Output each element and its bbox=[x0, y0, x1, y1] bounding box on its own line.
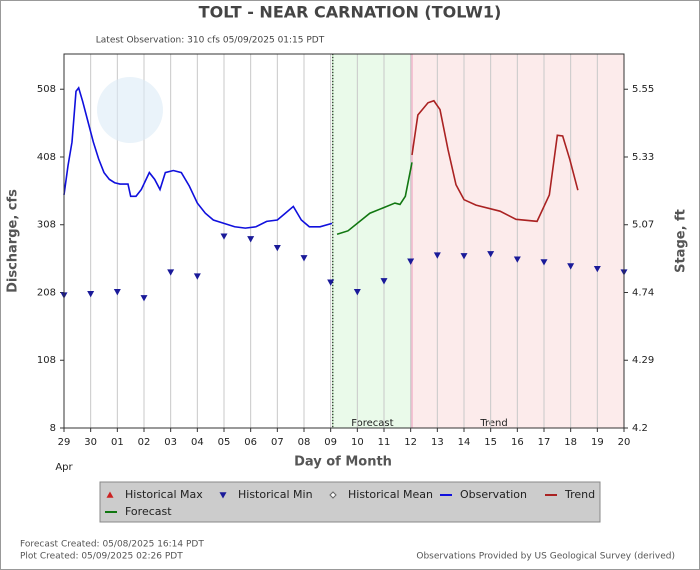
x-tick-label: 13 bbox=[431, 437, 444, 448]
y2-tick-label: 5.33 bbox=[632, 152, 654, 163]
min-marker bbox=[567, 263, 575, 270]
footer-text: Forecast Created: 05/08/2025 16:14 PDT bbox=[20, 540, 204, 550]
min-marker bbox=[113, 289, 121, 296]
legend-label: Trend bbox=[564, 488, 595, 501]
y-tick-label: 8 bbox=[50, 423, 56, 434]
y2-tick-label: 5.55 bbox=[632, 84, 654, 95]
legend-label: Observation bbox=[460, 488, 527, 501]
x-tick-label: 20 bbox=[618, 437, 631, 448]
x-tick-label: 14 bbox=[458, 437, 471, 448]
region bbox=[332, 53, 413, 429]
x-axis-label: Day of Month bbox=[294, 455, 392, 470]
min-marker bbox=[247, 236, 255, 243]
y2-tick-label: 4.2 bbox=[632, 423, 648, 434]
y2-tick-label: 5.07 bbox=[632, 220, 654, 231]
min-marker bbox=[193, 273, 201, 280]
x-tick-label: 07 bbox=[271, 437, 284, 448]
y-tick-label: 208 bbox=[37, 287, 56, 298]
min-marker bbox=[540, 259, 548, 266]
y2-tick-label: 4.29 bbox=[632, 355, 654, 366]
min-marker bbox=[219, 492, 227, 499]
x-tick-label: 10 bbox=[351, 437, 364, 448]
x-tick-label: 30 bbox=[84, 437, 97, 448]
x-tick-label: 02 bbox=[138, 437, 151, 448]
series-line bbox=[411, 99, 579, 223]
x-tick-label: 03 bbox=[164, 437, 177, 448]
mean-marker bbox=[329, 491, 337, 499]
min-marker bbox=[593, 265, 601, 273]
y-tick-label: 308 bbox=[37, 220, 56, 231]
x-tick-label: 29 bbox=[58, 437, 71, 448]
x-tick-label: 16 bbox=[511, 437, 524, 448]
min-marker bbox=[300, 255, 308, 262]
x-tick-label: 15 bbox=[484, 437, 497, 448]
x-tick-label: 04 bbox=[191, 437, 204, 448]
chart-subtitle: Latest Observation: 310 cfs 05/09/2025 0… bbox=[96, 36, 325, 46]
min-marker bbox=[273, 244, 281, 252]
footer-text: Plot Created: 05/09/2025 02:26 PDT bbox=[20, 552, 183, 562]
chart-title: TOLT - NEAR CARNATION (TOLW1) bbox=[199, 3, 502, 22]
x-tick-label: 19 bbox=[591, 437, 604, 448]
min-marker bbox=[487, 251, 495, 258]
x-tick-label: 11 bbox=[378, 437, 391, 448]
series-line bbox=[336, 162, 413, 235]
x-tick-label: 06 bbox=[244, 437, 257, 448]
x-tick-label: 09 bbox=[324, 437, 337, 448]
min-marker bbox=[327, 279, 335, 286]
x-month-label: Apr bbox=[55, 462, 73, 473]
x-tick-label: 17 bbox=[538, 437, 551, 448]
legend-label: Forecast bbox=[125, 505, 172, 518]
min-marker bbox=[380, 278, 388, 285]
region-label: Forecast bbox=[351, 418, 393, 429]
legend-label: Historical Min bbox=[238, 488, 313, 501]
region bbox=[411, 53, 625, 429]
min-marker bbox=[407, 258, 415, 265]
region-label: Trend bbox=[479, 418, 507, 429]
series-line bbox=[63, 86, 333, 229]
x-tick-label: 08 bbox=[298, 437, 311, 448]
y-axis-label: Discharge, cfs bbox=[6, 189, 21, 293]
y2-axis-label: Stage, ft bbox=[674, 209, 689, 273]
y-tick-label: 508 bbox=[37, 84, 56, 95]
min-marker bbox=[353, 289, 361, 296]
footer-text: Observations Provided by US Geological S… bbox=[416, 552, 675, 562]
x-tick-label: 12 bbox=[404, 437, 417, 448]
y-tick-label: 108 bbox=[37, 355, 56, 366]
x-tick-label: 01 bbox=[111, 437, 124, 448]
max-marker bbox=[106, 491, 114, 498]
min-marker bbox=[167, 269, 175, 276]
min-marker bbox=[513, 256, 521, 263]
y-tick-label: 408 bbox=[37, 152, 56, 163]
plot-frame bbox=[63, 53, 625, 429]
y2-tick-label: 4.74 bbox=[632, 287, 654, 298]
min-marker bbox=[433, 252, 441, 259]
legend-label: Historical Mean bbox=[348, 488, 433, 501]
legend-label: Historical Max bbox=[125, 488, 203, 501]
min-marker bbox=[140, 295, 148, 302]
min-marker bbox=[460, 253, 468, 260]
x-tick-label: 05 bbox=[218, 437, 231, 448]
logo bbox=[97, 77, 163, 143]
legend-box bbox=[99, 481, 601, 523]
min-marker bbox=[87, 291, 95, 298]
min-marker bbox=[220, 233, 228, 240]
x-tick-label: 18 bbox=[564, 437, 577, 448]
